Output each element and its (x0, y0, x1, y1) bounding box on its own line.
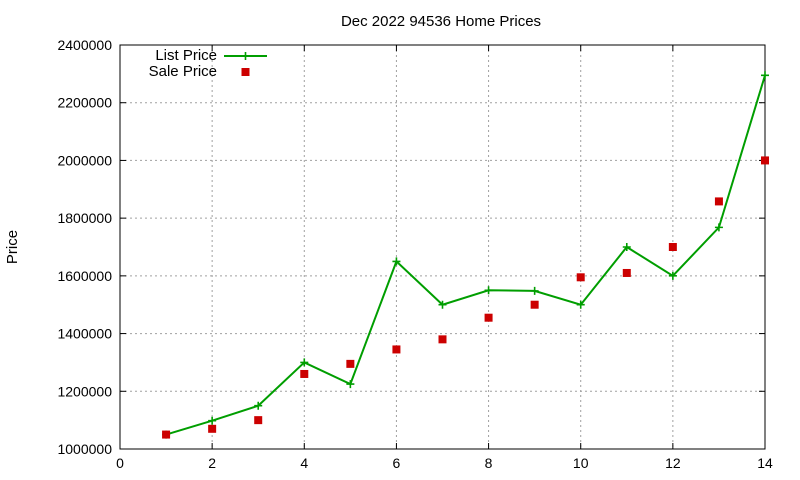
list-price-line (165, 75, 766, 436)
sale-price-point (300, 369, 309, 378)
x-tick-label: 0 (116, 455, 124, 471)
sale-price-point (761, 156, 769, 165)
sale-price-point (714, 197, 723, 206)
sale-price-point (392, 345, 401, 354)
list-price-point (346, 380, 355, 389)
list-price-point (714, 223, 723, 232)
list-price-point (438, 300, 447, 309)
sale-price-point (438, 335, 447, 344)
legend-label-sale-price: Sale Price (149, 63, 217, 80)
x-tick-label: 12 (665, 455, 681, 471)
legend-marker-list-price (241, 52, 250, 60)
y-tick-label: 2400000 (57, 37, 112, 53)
sale-price-point (484, 313, 493, 322)
y-tick-label: 1200000 (57, 383, 112, 399)
sale-price-point (254, 416, 263, 425)
grid-lines (120, 45, 765, 449)
list-price-point (254, 401, 263, 410)
x-tick-label: 8 (485, 455, 493, 471)
list-price-point (208, 416, 217, 425)
y-tick-label: 1400000 (57, 326, 112, 342)
x-tick-label: 2 (208, 455, 216, 471)
sale-price-point (162, 430, 171, 439)
sale-price-point (530, 300, 539, 309)
x-tick-label: 6 (393, 455, 401, 471)
list-price-point (668, 271, 677, 280)
axis-ticks: 0 2 4 6 8 10 12 14 1000000 1200000 1400000 1600000 1… (57, 37, 773, 471)
x-tick-label: 4 (300, 455, 308, 471)
y-tick-label: 1000000 (57, 441, 112, 457)
legend-marker-sale-price (241, 68, 250, 76)
y-tick-label: 2200000 (57, 95, 112, 111)
list-price-point (300, 358, 309, 367)
series-layer (162, 71, 769, 439)
plot-frame (119, 44, 766, 450)
y-axis-label: Price (4, 230, 21, 264)
list-price-point (530, 286, 539, 295)
chart-title: Dec 2022 94536 Home Prices (341, 13, 541, 30)
x-tick-label: 14 (757, 455, 773, 471)
list-price-point (622, 243, 631, 251)
sale-price-point (668, 243, 677, 251)
list-price-point (392, 257, 401, 266)
list-price-point (484, 286, 493, 295)
legend-label-list-price: List Price (155, 47, 217, 64)
x-tick-label: 10 (573, 455, 589, 471)
sale-price-point (208, 424, 217, 433)
y-tick-label: 2000000 (57, 152, 112, 168)
sale-price-point (346, 359, 355, 368)
sale-price-point (622, 268, 631, 277)
list-price-point (576, 300, 585, 309)
y-tick-label: 1800000 (57, 210, 112, 226)
list-price-point (761, 71, 769, 80)
sale-price-point (576, 273, 585, 282)
y-tick-label: 1600000 (57, 268, 112, 284)
